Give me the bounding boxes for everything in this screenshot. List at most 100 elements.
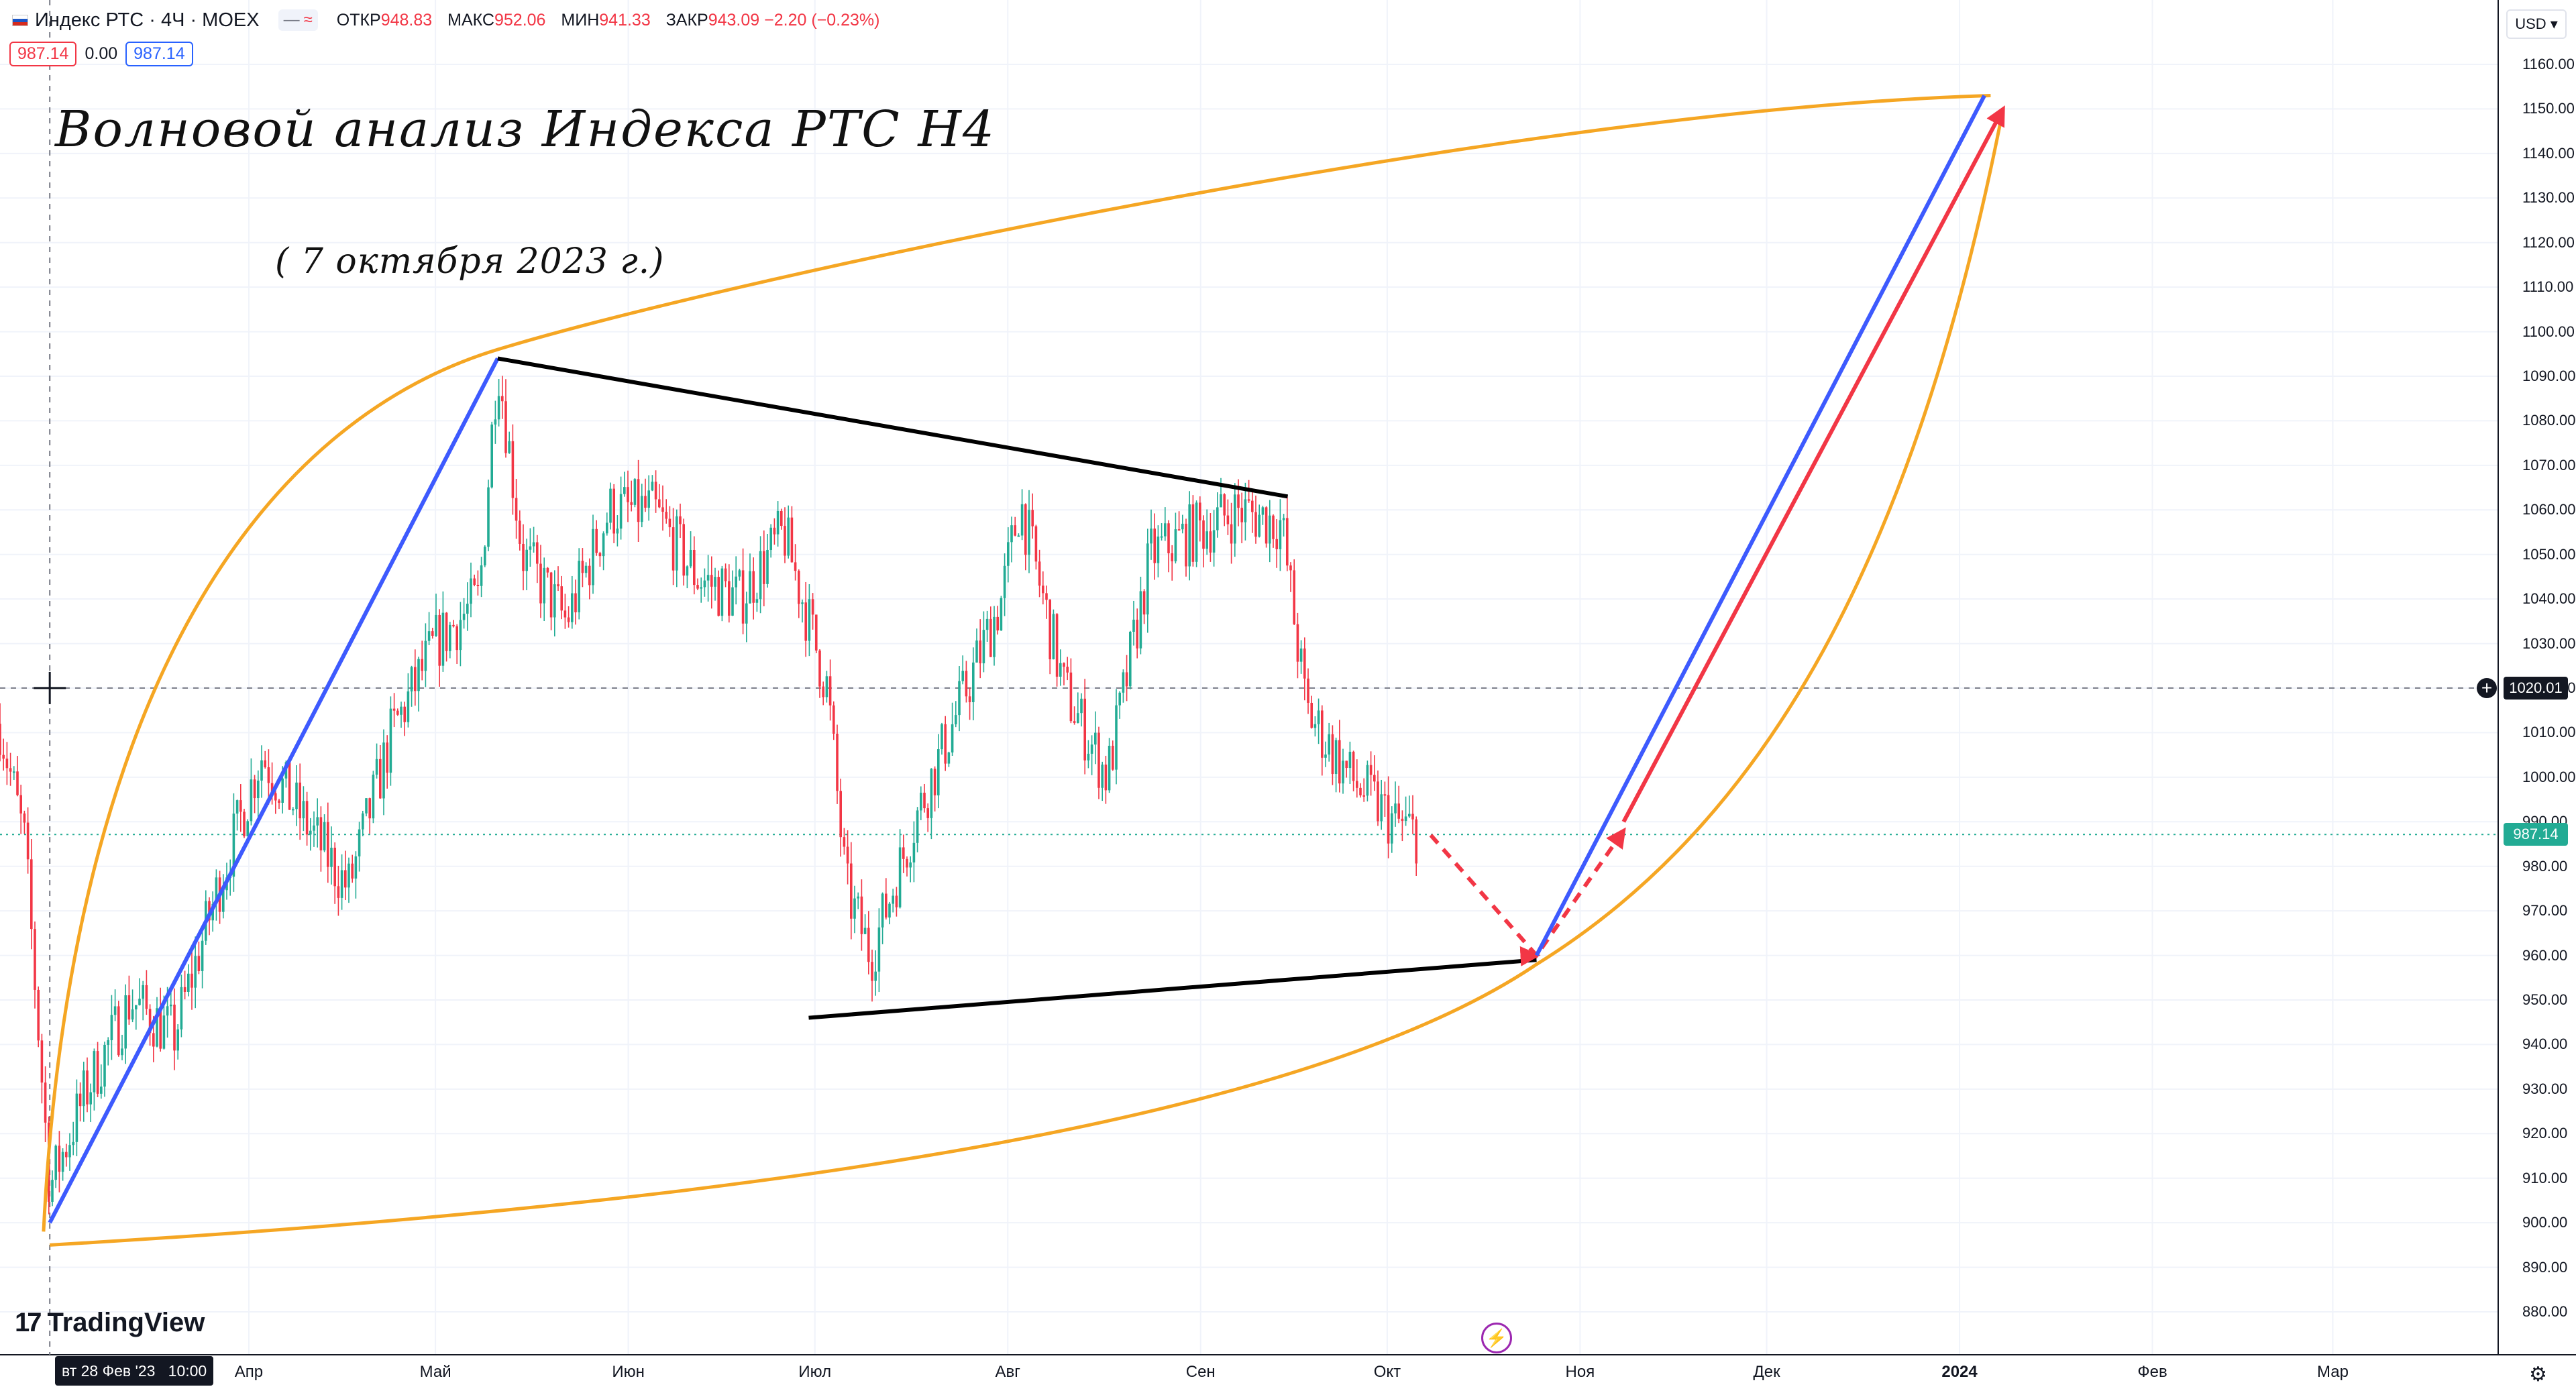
- candle-body: [571, 593, 574, 622]
- candle-body: [549, 572, 553, 618]
- indicator-toggle[interactable]: — ≈: [278, 9, 318, 31]
- candle-body: [1244, 499, 1247, 522]
- sell-price-button[interactable]: 987.14: [9, 42, 77, 66]
- candle-body: [23, 813, 26, 823]
- candle-body: [1317, 710, 1320, 724]
- candle-body: [421, 659, 423, 671]
- candle-body: [435, 614, 437, 636]
- tradingview-logo[interactable]: 17 TradingView: [15, 1308, 205, 1338]
- buy-price-button[interactable]: 987.14: [125, 42, 193, 66]
- candle-body: [627, 487, 629, 502]
- time-tick-label: 2024: [1941, 1363, 1978, 1381]
- symbol-header[interactable]: Индекс РТС · 4Ч · MOEX — ≈ ОТКР948.83 МА…: [12, 7, 890, 34]
- candle-body: [121, 1048, 123, 1056]
- candle-body: [1411, 814, 1414, 820]
- candle-body: [44, 1082, 47, 1123]
- candle-body: [1052, 614, 1055, 659]
- candle-body: [822, 686, 824, 698]
- candle-body: [54, 1146, 57, 1180]
- lightning-icon[interactable]: ⚡: [1481, 1323, 1512, 1353]
- candle-body: [1345, 761, 1348, 769]
- candle-body: [235, 800, 239, 814]
- candle-body: [1045, 593, 1048, 600]
- candle-body: [176, 1029, 179, 1051]
- candle-body: [250, 779, 253, 822]
- candle-body: [330, 847, 333, 867]
- candle-body: [1279, 520, 1282, 549]
- candle-body: [955, 715, 957, 724]
- candle-body: [1226, 515, 1230, 524]
- candle-body: [61, 1152, 64, 1172]
- candle-body: [1303, 648, 1306, 679]
- candle-body: [1331, 734, 1334, 775]
- candle-body: [30, 859, 33, 930]
- candle-body: [396, 710, 399, 715]
- candle-body: [947, 752, 951, 764]
- candle-body: [916, 810, 919, 843]
- candle-body: [633, 479, 637, 505]
- time-tick-label: Мар: [2316, 1363, 2349, 1381]
- candle-body: [965, 671, 968, 697]
- add-alert-plus-icon[interactable]: +: [2477, 677, 2497, 698]
- candle-body: [145, 985, 148, 1009]
- candle-body: [110, 1015, 113, 1040]
- candle-body: [543, 567, 545, 604]
- price-tick-label: 930.00: [2522, 1080, 2568, 1097]
- candle-body: [519, 520, 521, 544]
- candle-body: [278, 800, 280, 803]
- crosshair-date: вт 28 Фев '23: [62, 1361, 156, 1380]
- candle-body: [362, 813, 364, 830]
- ohlc-high-label: МАКС: [447, 10, 494, 30]
- candle-body: [1209, 531, 1212, 553]
- candle-body: [637, 479, 640, 522]
- spread-value: 0.00: [85, 44, 118, 63]
- drawing-overlays: [42, 94, 2005, 1247]
- candle-body: [898, 847, 902, 907]
- candle-body: [83, 1070, 85, 1107]
- candle-body: [1324, 755, 1327, 758]
- candle-body: [78, 1093, 82, 1107]
- candle-body: [766, 549, 769, 584]
- candle-body: [438, 614, 441, 666]
- candle-body: [340, 870, 343, 898]
- candle-body: [1049, 600, 1051, 659]
- price-tick-label: 1150.00: [2522, 100, 2575, 117]
- candle-body: [937, 749, 940, 795]
- candle-body: [1401, 818, 1404, 822]
- candle-body: [1101, 765, 1104, 788]
- candlestick-series: [0, 376, 1417, 1215]
- candle-body: [497, 396, 500, 420]
- candle-body: [1234, 494, 1236, 544]
- candle-body: [895, 895, 898, 907]
- candle-body: [815, 614, 818, 651]
- candle-body: [968, 696, 971, 703]
- candle-body: [452, 624, 455, 626]
- candle-body: [1254, 512, 1257, 537]
- chart-grid: [0, 0, 2576, 1355]
- ohlc-low-value: 941.33: [599, 10, 651, 30]
- candle-body: [651, 482, 654, 491]
- candle-body: [490, 425, 493, 488]
- candle-body: [19, 795, 22, 814]
- candle-body: [389, 708, 392, 773]
- candle-body: [759, 551, 762, 600]
- candle-body: [480, 565, 483, 586]
- candle-body: [532, 542, 535, 547]
- currency-select[interactable]: USD ▾: [2506, 9, 2567, 39]
- candle-body: [51, 1180, 54, 1202]
- candle-body: [333, 847, 336, 887]
- candle-body: [264, 760, 266, 768]
- gear-icon[interactable]: ⚙: [2529, 1363, 2547, 1386]
- candle-body: [808, 599, 811, 641]
- candle-body: [292, 809, 294, 811]
- candle-body: [1104, 765, 1108, 791]
- wave-icon: ≈: [303, 11, 313, 29]
- candle-body: [1003, 565, 1006, 598]
- candle-body: [529, 546, 532, 550]
- candle-body: [197, 956, 201, 971]
- orange-upper-curve: [42, 94, 1991, 1232]
- blue-forecast-line: [1534, 95, 1986, 956]
- candle-body: [173, 1004, 176, 1051]
- candle-body: [462, 614, 466, 620]
